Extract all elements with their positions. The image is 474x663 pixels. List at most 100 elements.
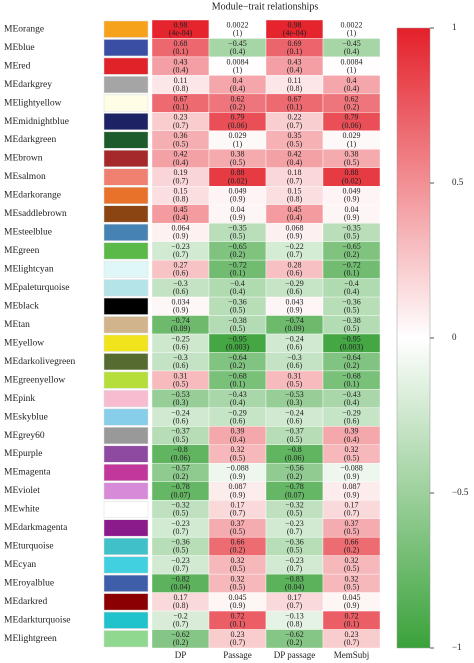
cell-pvalue: (0.5) <box>230 583 246 592</box>
row-label: MElightgreen <box>4 634 57 644</box>
cell-value: −0.43 <box>342 390 361 399</box>
row-label: MEviolet <box>4 486 40 496</box>
row-label: MEwhite <box>4 505 39 515</box>
heat-cell <box>322 629 381 649</box>
colorbar-tick-label: 0.5 <box>452 177 464 187</box>
row-label: MEsaddlebrown <box>4 209 67 219</box>
cell-value: 0.45 <box>288 205 302 214</box>
cell-pvalue: (0.9) <box>287 306 303 315</box>
cell-pvalue: (0.2) <box>230 102 246 111</box>
module-swatch <box>103 131 149 149</box>
cell-value: −0.35 <box>342 224 361 233</box>
cell-value: −0.82 <box>171 574 190 583</box>
module-swatch <box>103 482 149 500</box>
row-label: MEdarkolivegreen <box>4 357 75 367</box>
cell-value: −0.38 <box>228 316 247 325</box>
cell-value: −0.68 <box>228 371 247 380</box>
cell-pvalue: (0.2) <box>344 102 360 111</box>
cell-pvalue: (0.4) <box>173 213 189 222</box>
row-label: MEpaleturquoise <box>4 283 69 293</box>
cell-pvalue: (0.5) <box>173 435 189 444</box>
cell-pvalue: (1) <box>347 28 357 37</box>
cell-value: −0.32 <box>285 501 304 510</box>
cell-value: 0.28 <box>288 260 302 269</box>
cell-value: 0.0022 <box>227 20 249 29</box>
module-swatch <box>103 334 149 352</box>
cell-pvalue: (0.6) <box>230 416 246 425</box>
cell-value: 0.11 <box>174 76 188 85</box>
cell-pvalue: (0.7) <box>344 638 360 647</box>
cell-pvalue: (0.7) <box>287 564 303 573</box>
cell-pvalue: (0.5) <box>344 583 360 592</box>
cell-pvalue: (0.5) <box>344 527 360 536</box>
cell-value: −0.45 <box>342 39 361 48</box>
cell-value: −0.65 <box>228 242 247 251</box>
cell-value: −0.62 <box>171 630 190 639</box>
cell-pvalue: (0.9) <box>344 490 360 499</box>
cell-pvalue: (0.6) <box>344 416 360 425</box>
cell-pvalue: (4e-04) <box>283 28 307 37</box>
cell-value: 0.0022 <box>341 20 363 29</box>
row-label: MEdarkorange <box>4 191 61 201</box>
column-label: Passage <box>223 650 252 660</box>
cell-value: 0.23 <box>231 630 245 639</box>
cell-value: 0.4 <box>233 76 243 85</box>
row-label: MEroyalblue <box>4 579 54 589</box>
row-label: MEmidnightblue <box>4 117 69 127</box>
cell-pvalue: (0.4) <box>230 84 246 93</box>
cell-pvalue: (0.04) <box>285 583 305 592</box>
row-label: MEdarkgrey <box>4 80 52 90</box>
cell-pvalue: (0.9) <box>344 213 360 222</box>
cell-value: −0.38 <box>342 316 361 325</box>
cell-pvalue: (0.7) <box>173 527 189 536</box>
cell-value: −0.57 <box>171 464 190 473</box>
cell-pvalue: (0.1) <box>287 102 303 111</box>
cell-value: 0.36 <box>174 131 188 140</box>
cell-pvalue: (4e-04) <box>169 28 193 37</box>
cell-value: 0.43 <box>288 57 302 66</box>
cell-pvalue: (0.4) <box>287 213 303 222</box>
cell-value: 0.17 <box>345 501 359 510</box>
cell-value: −0.4 <box>230 279 245 288</box>
cell-value: 0.66 <box>231 538 245 547</box>
cell-pvalue: (0.5) <box>287 509 303 518</box>
cell-value: 0.23 <box>345 630 359 639</box>
cell-value: 0.69 <box>288 39 302 48</box>
cell-pvalue: (0.5) <box>230 527 246 536</box>
cell-pvalue: (0.1) <box>230 620 246 629</box>
cell-value: −0.83 <box>285 574 304 583</box>
cell-value: −0.35 <box>228 224 247 233</box>
cell-pvalue: (0.6) <box>287 342 303 351</box>
cell-pvalue: (0.8) <box>173 601 189 610</box>
cell-value: −0.8 <box>287 445 302 454</box>
cell-value: 0.37 <box>231 519 245 528</box>
cell-value: −0.78 <box>171 482 190 491</box>
cell-pvalue: (0.4) <box>344 435 360 444</box>
cell-pvalue: (0.4) <box>287 65 303 74</box>
cell-value: −0.95 <box>342 334 361 343</box>
cell-value: 0.04 <box>231 205 245 214</box>
cell-pvalue: (0.4) <box>344 287 360 296</box>
cell-pvalue: (0.9) <box>230 490 246 499</box>
cell-pvalue: (0.7) <box>287 121 303 130</box>
colorbar-tick-label: −1 <box>452 642 462 652</box>
cell-value: 0.67 <box>288 94 302 103</box>
module-swatch <box>103 593 149 611</box>
cell-pvalue: (0.2) <box>287 472 303 481</box>
cell-pvalue: (0.6) <box>287 416 303 425</box>
column-label: DP passage <box>274 650 315 660</box>
cell-pvalue: (0.9) <box>344 472 360 481</box>
cell-value: −0.78 <box>285 482 304 491</box>
cell-pvalue: (0.7) <box>287 601 303 610</box>
cell-pvalue: (0.09) <box>285 324 305 333</box>
row-label: MEgreenyellow <box>4 375 65 385</box>
cell-value: 0.32 <box>345 556 359 565</box>
cell-value: 0.029 <box>343 131 361 140</box>
cell-value: −0.53 <box>285 390 304 399</box>
cell-value: 0.42 <box>174 150 188 159</box>
cell-value: 0.31 <box>174 371 188 380</box>
module-swatch <box>103 445 149 463</box>
cell-pvalue: (0.9) <box>344 195 360 204</box>
cell-value: 0.39 <box>345 427 359 436</box>
module-swatch <box>103 205 149 223</box>
